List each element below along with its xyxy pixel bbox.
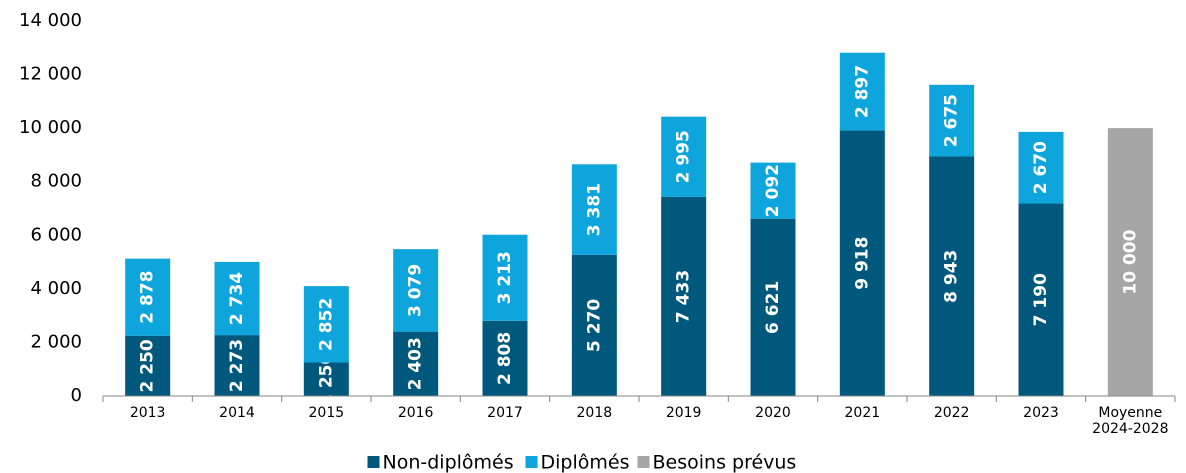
y-tick-label: 0 <box>71 385 82 406</box>
y-tick-label: 12 000 <box>19 64 82 85</box>
data-label: 2 092 <box>763 164 783 217</box>
data-label: 10 000 <box>1120 229 1140 294</box>
data-label: 3 213 <box>495 251 515 304</box>
legend-swatch <box>637 456 650 468</box>
legend-label: Diplômés <box>541 452 630 473</box>
bar-segment <box>125 335 171 396</box>
data-label: 7 433 <box>674 270 694 323</box>
x-tick-label: 2020 <box>755 405 791 421</box>
bar-segment <box>482 234 528 321</box>
data-label: 9 918 <box>852 237 872 290</box>
bar-segment <box>393 249 439 332</box>
bar-segment <box>214 261 260 336</box>
bar-segment <box>661 196 707 396</box>
data-label: 3 079 <box>406 264 426 317</box>
data-label: 2 808 <box>495 332 515 385</box>
data-label: 8 943 <box>942 250 962 303</box>
data-label: 2 670 <box>1031 141 1051 194</box>
bar-segment <box>929 84 975 157</box>
x-tick-label: 2022 <box>933 405 970 421</box>
data-label: 2 273 <box>227 339 247 392</box>
bar-segment <box>661 116 707 197</box>
data-label: 2 675 <box>942 94 962 147</box>
x-tick-label: 2019 <box>665 405 702 421</box>
bar-segment <box>571 164 617 255</box>
legend-label: Non-diplômés <box>383 452 514 473</box>
y-tick-label: 2 000 <box>30 331 82 352</box>
data-label: 1 250 <box>316 352 336 405</box>
legend-label: Besoins prévus <box>653 452 797 473</box>
data-label: 2 403 <box>406 337 426 390</box>
data-label: 7 190 <box>1031 273 1051 326</box>
bar-segment <box>1018 203 1064 396</box>
x-tick-label: Moyenne 2024-2028 <box>1092 405 1169 437</box>
bar-segment <box>214 335 260 396</box>
bar-segment <box>303 362 349 396</box>
bar-segment <box>1107 128 1153 396</box>
data-label: 2 878 <box>138 271 158 324</box>
y-tick-label: 8 000 <box>30 171 82 192</box>
data-label: 2 734 <box>227 272 247 325</box>
data-label: 2 250 <box>138 339 158 392</box>
data-label: 5 270 <box>584 299 604 352</box>
y-tick-label: 6 000 <box>30 224 82 245</box>
x-tick-label: 2014 <box>219 405 255 421</box>
x-tick-label: 2023 <box>1023 405 1059 421</box>
y-tick-label: 10 000 <box>19 117 82 138</box>
bar-segment <box>1018 131 1064 204</box>
bar-segment <box>750 162 796 219</box>
bar-segment <box>125 258 171 336</box>
x-tick-label: 2018 <box>576 405 613 421</box>
data-label: 2 897 <box>852 65 872 118</box>
legend-swatch <box>525 456 538 468</box>
bar-segment <box>750 218 796 396</box>
x-tick-label: 2016 <box>397 405 434 421</box>
bar-segment <box>303 286 349 363</box>
bar-segment <box>929 156 975 396</box>
bar-segment <box>839 130 885 396</box>
data-label: 2 852 <box>316 298 336 351</box>
bar-segment <box>571 254 617 396</box>
bar-segment <box>839 52 885 131</box>
bar-segment <box>393 331 439 396</box>
x-tick-label: 2013 <box>129 405 166 421</box>
x-tick-label: 2021 <box>844 405 881 421</box>
data-label: 6 621 <box>763 281 783 334</box>
legend-swatch <box>367 456 380 468</box>
data-label: 3 381 <box>584 183 604 236</box>
y-tick-label: 4 000 <box>30 278 82 299</box>
data-label: 2 995 <box>674 130 694 183</box>
y-tick-label: 14 000 <box>19 10 82 31</box>
x-tick-label: 2017 <box>487 405 523 421</box>
bar-segment <box>482 320 528 396</box>
x-tick-label: 2015 <box>308 405 345 421</box>
